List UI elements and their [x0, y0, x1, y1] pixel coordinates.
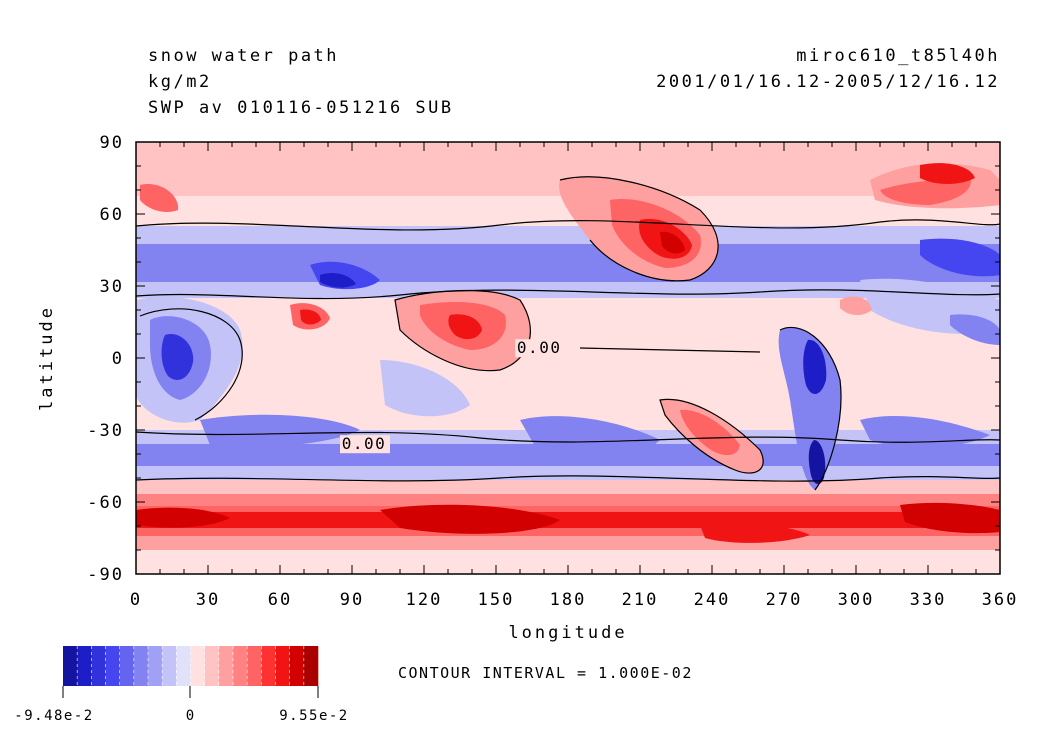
colorbar-cell: [190, 646, 205, 686]
x-tick-label: 240: [694, 590, 731, 610]
x-tick-label: 270: [766, 590, 803, 610]
x-tick-label: 210: [622, 590, 659, 610]
colorbar-cells: [63, 646, 319, 686]
y-axis: 90 60 30 0 -30 -60 -90: [87, 133, 1000, 585]
y-tick-label: 0: [112, 349, 124, 369]
y-tick-label: 30: [100, 277, 124, 297]
field-layer: [136, 142, 1000, 574]
x-tick-label: 330: [910, 590, 947, 610]
subtitle-label: SWP av 010116-051216 SUB: [148, 98, 454, 118]
x-tick-label: 30: [196, 590, 220, 610]
variable-title: snow water path: [148, 46, 340, 66]
x-tick-label: 360: [982, 590, 1019, 610]
y-axis-label: latitude: [37, 305, 57, 411]
contour-label: 0.00: [342, 434, 387, 453]
colorbar-cell: [275, 646, 290, 686]
y-tick-label: -30: [87, 421, 124, 441]
x-axis: 0 30 60 90 120 150 180 210 240 270 300 330 360: [130, 142, 1019, 610]
colorbar-cell: [119, 646, 135, 686]
contour-label-bg: [340, 435, 390, 454]
colorbar-cell: [289, 646, 305, 686]
colorbar-cell: [176, 646, 191, 686]
colorbar-cell: [148, 646, 163, 686]
contour-label-bg: [515, 339, 566, 358]
colorbar-cell: [233, 646, 248, 686]
colorbar-max-label: 9.55e-2: [279, 708, 349, 724]
x-tick-label: 150: [478, 590, 515, 610]
x-tick-label: 90: [340, 590, 364, 610]
contour-label-group: 0.00 0.00: [340, 338, 566, 454]
colorbar-cell: [162, 646, 177, 686]
colorbar-cell: [133, 646, 149, 686]
x-axis-label: longitude: [508, 623, 627, 643]
colorbar-cell: [218, 646, 234, 686]
x-tick-label: 0: [130, 590, 142, 610]
colorbar-cell: [303, 646, 319, 686]
colorbar-cell: [77, 646, 92, 686]
colorbar-cell: [91, 646, 106, 686]
y-tick-label: -90: [87, 565, 124, 585]
contour-label: 0.00: [517, 338, 562, 357]
colorbar-min-label: -9.48e-2: [14, 708, 93, 724]
y-tick-label: 90: [100, 133, 124, 153]
y-tick-label: 60: [100, 205, 124, 225]
x-tick-label: 300: [838, 590, 875, 610]
colorbar-cell: [105, 646, 120, 686]
x-tick-label: 120: [406, 590, 443, 610]
period-label: 2001/01/16.12-2005/12/16.12: [656, 72, 1000, 92]
colorbar-cell: [261, 646, 276, 686]
x-tick-label: 60: [268, 590, 292, 610]
units-label: kg/m2: [148, 72, 212, 92]
colorbar-cell: [63, 646, 78, 686]
colorbar-zero-label: 0: [186, 708, 194, 724]
y-tick-label: -60: [87, 493, 124, 513]
colorbar-cell: [204, 646, 220, 686]
model-label: miroc610_t85l40h: [796, 46, 1000, 66]
contour-interval-label: CONTOUR INTERVAL = 1.000E-02: [398, 664, 693, 682]
colorbar-cell: [247, 646, 262, 686]
x-tick-label: 180: [550, 590, 587, 610]
